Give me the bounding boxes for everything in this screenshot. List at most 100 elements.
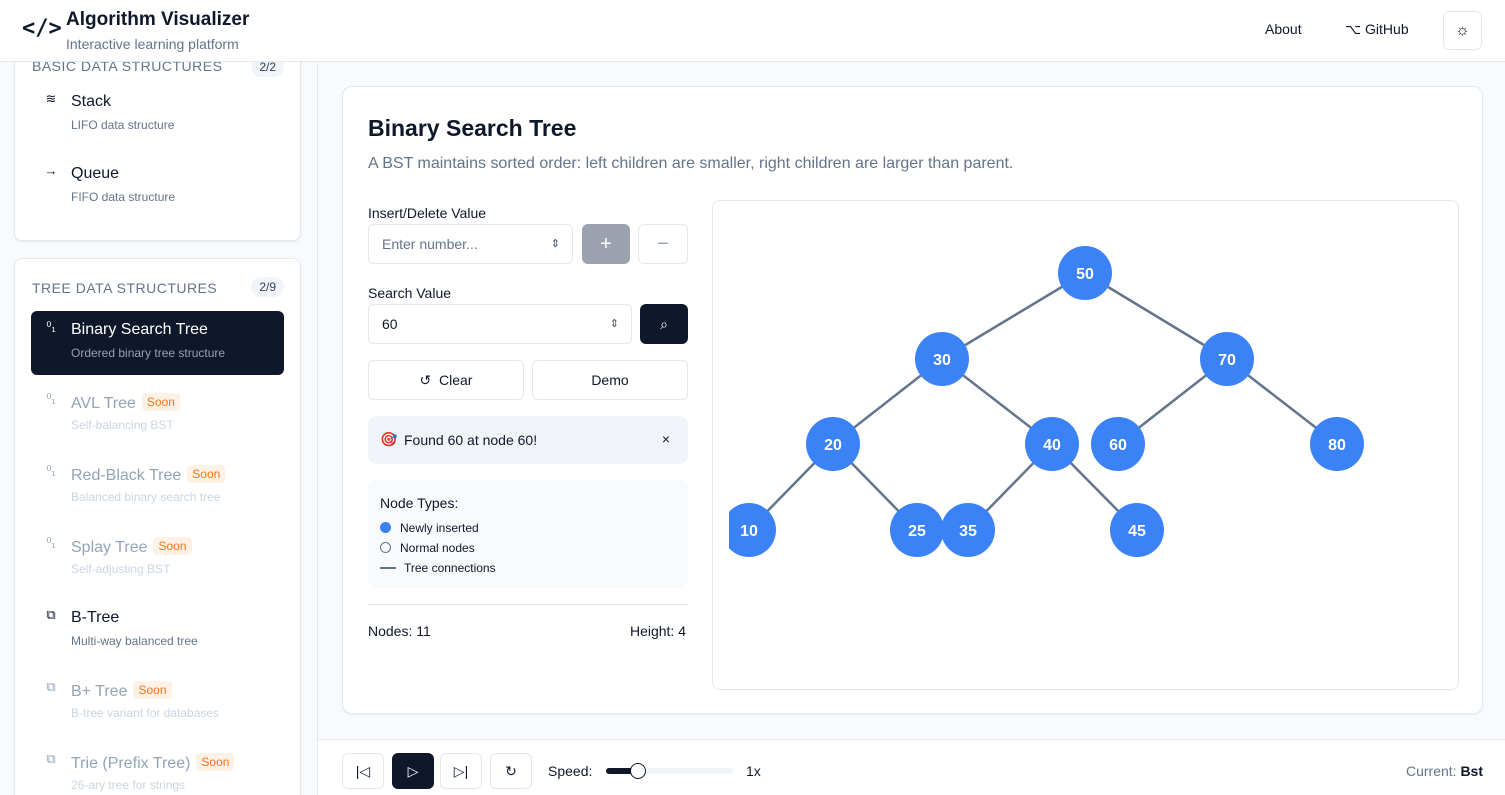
node-circle (1310, 417, 1364, 471)
search-icon: ⌕ (660, 316, 668, 332)
insert-input[interactable]: Enter number... ⇕ (368, 224, 573, 264)
slider-thumb[interactable] (630, 763, 646, 779)
node-circle (890, 503, 944, 557)
tree-node[interactable]: 35 (941, 503, 995, 557)
legend-newly: Newly inserted (400, 521, 479, 535)
node-label: 30 (933, 352, 951, 369)
speed-slider[interactable] (606, 763, 734, 779)
skip-back-icon: |◁ (355, 763, 371, 779)
item-label: B+ Tree (71, 683, 128, 700)
sidebar-item-queue[interactable]: → Queue FIFO data structure (31, 155, 284, 219)
node-circle (806, 417, 860, 471)
reset-icon: ↺ (419, 372, 440, 388)
network-icon: ⧉ (46, 751, 56, 766)
insert-button[interactable]: + (582, 224, 630, 264)
slider-fill (606, 768, 638, 774)
search-button[interactable]: ⌕ (640, 304, 688, 344)
search-value: 60 (382, 316, 398, 332)
legend-title: Node Types: (380, 495, 459, 511)
step-forward-button[interactable]: ▷| (440, 753, 482, 789)
spinner-icon[interactable]: ⇕ (609, 318, 619, 330)
delete-button[interactable]: − (638, 224, 688, 264)
node-label: 35 (959, 523, 977, 540)
tree-node[interactable]: 50 (1058, 246, 1112, 300)
normal-node-swatch (380, 542, 391, 553)
speed-label: Speed: (548, 763, 593, 779)
soon-badge: Soon (153, 537, 192, 555)
target-emoji-icon: 🎯 (380, 431, 398, 447)
step-back-button[interactable]: |◁ (342, 753, 384, 789)
theme-toggle-button[interactable]: ☼ (1443, 11, 1482, 50)
newly-inserted-swatch (380, 522, 391, 533)
item-name: Stack (71, 93, 112, 110)
skip-forward-icon: ▷| (453, 763, 469, 779)
sidebar-item-binary-search-tree[interactable]: ⁰₁ Binary Search Tree Ordered binary tree … (31, 311, 284, 375)
legend-normal: Normal nodes (400, 541, 475, 555)
plus-icon: + (600, 233, 612, 255)
current-value: Bst (1460, 763, 1483, 779)
arrow-right-icon: → (44, 163, 58, 178)
network-icon: ⧉ (46, 679, 56, 694)
sidebar-item-stack[interactable]: ≋ Stack LIFO data structure (31, 83, 284, 147)
play-icon: ▷ (407, 763, 419, 779)
item-desc: Multi-way balanced tree (71, 634, 198, 648)
app-header: </> Algorithm Visualizer Interactive lea… (0, 0, 1505, 62)
soon-badge: Soon (133, 681, 172, 699)
tree-node[interactable]: 30 (915, 332, 969, 386)
github-icon: ⌥ (1345, 21, 1366, 37)
layers-icon: ≋ (45, 91, 57, 106)
reset-button[interactable]: ↻ (490, 753, 532, 789)
item-name: B-Tree (71, 609, 119, 627)
item-name: Trie (Prefix Tree) Soon (71, 753, 235, 773)
code-logo-icon: </> (22, 16, 62, 41)
tree-node[interactable]: 45 (1110, 503, 1164, 557)
page-title: Binary Search Tree (368, 115, 577, 141)
item-desc: LIFO data structure (71, 118, 175, 132)
node-circle (1025, 417, 1079, 471)
basic-section: BASIC DATA STRUCTURES 2/2 ≋ Stack LIFO d… (14, 62, 301, 241)
item-name: AVL Tree Soon (71, 393, 180, 413)
tree-node[interactable]: 40 (1025, 417, 1079, 471)
tree-height: Height: 4 (629, 623, 686, 639)
item-desc: FIFO data structure (71, 190, 176, 204)
canvas-clip (713, 201, 729, 689)
tree-edge (1084, 271, 1228, 361)
item-name: Splay Tree Soon (71, 537, 192, 557)
sidebar-item-b-tree: ⧉ B+ Tree Soon B-tree variant for databases (31, 671, 284, 735)
search-result-toast: 🎯 Found 60 at node 60! × (368, 416, 688, 464)
tree-node[interactable]: 25 (890, 503, 944, 557)
github-label: GitHub (1365, 21, 1409, 37)
tree-node[interactable]: 70 (1200, 332, 1254, 386)
node-count: Nodes: 11 (368, 623, 431, 639)
tree-node[interactable]: 10 (722, 503, 776, 557)
node-legend: Node Types: Newly inserted Normal nodes … (368, 480, 688, 588)
network-icon: ⧉ (46, 607, 56, 622)
tree-node[interactable]: 80 (1310, 417, 1364, 471)
sidebar-item-b-tree[interactable]: ⧉ B-Tree Multi-way balanced tree (31, 599, 284, 663)
item-desc: Ordered binary tree structure (71, 346, 226, 360)
tree-node[interactable]: 60 (1091, 417, 1145, 471)
sidebar: BASIC DATA STRUCTURES 2/2 ≋ Stack LIFO d… (0, 62, 318, 795)
item-label: Trie (Prefix Tree) (71, 755, 191, 772)
spinner-icon[interactable]: ⇕ (550, 238, 560, 250)
sidebar-item-red-black-tree: ⁰₁ Red-Black Tree Soon Balanced binary sear… (31, 455, 284, 519)
insert-label: Insert/Delete Value (368, 205, 487, 221)
soon-badge: Soon (187, 465, 226, 483)
tree-node[interactable]: 20 (806, 417, 860, 471)
search-input[interactable]: 60 ⇕ (368, 304, 632, 344)
binary-icon: ⁰₁ (46, 535, 56, 550)
about-link[interactable]: About (1265, 21, 1302, 37)
divider (368, 604, 688, 605)
close-icon[interactable]: × (661, 431, 670, 447)
item-desc: Self-balancing BST (71, 418, 174, 432)
github-link[interactable]: ⌥ GitHub (1345, 21, 1409, 38)
item-desc: B-tree variant for databases (71, 706, 220, 720)
item-label: Binary Search Tree (71, 321, 208, 338)
demo-button[interactable]: Demo (532, 360, 688, 400)
play-button[interactable]: ▷ (392, 753, 434, 789)
clear-button[interactable]: ↺ Clear (368, 360, 524, 400)
current-label: Current: (1405, 763, 1457, 779)
tree-canvas: 50 30 70 20 40 60 80 10 25 35 45 (712, 200, 1459, 690)
soon-badge: Soon (196, 753, 235, 771)
minus-icon: − (657, 233, 669, 255)
